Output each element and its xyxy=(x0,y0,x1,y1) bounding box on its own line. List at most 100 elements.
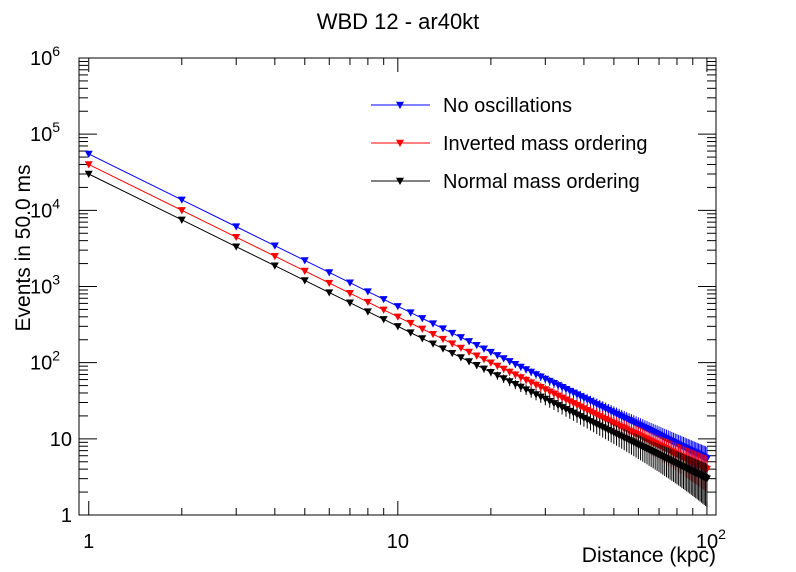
data-point xyxy=(232,233,241,242)
data-point xyxy=(406,329,415,337)
x-tick-label: 10 xyxy=(387,531,409,553)
legend-marker xyxy=(396,177,404,185)
data-point xyxy=(177,207,186,215)
data-point xyxy=(516,374,525,382)
y-tick-label: 105 xyxy=(30,119,60,146)
data-point xyxy=(472,352,481,360)
data-point xyxy=(232,243,241,251)
series-layer xyxy=(84,150,711,508)
data-point xyxy=(561,385,570,394)
data-point xyxy=(438,325,447,333)
y-tick-label: 10 xyxy=(50,429,72,451)
plot-border xyxy=(78,57,717,516)
plot-frame xyxy=(78,57,717,516)
data-point xyxy=(561,406,570,414)
data-point xyxy=(532,381,541,389)
data-point xyxy=(545,388,554,396)
data-point xyxy=(554,402,563,410)
series-2 xyxy=(84,170,711,508)
data-point xyxy=(363,298,372,307)
data-point xyxy=(532,391,541,399)
data-point xyxy=(393,313,402,321)
x-tick-label: 1 xyxy=(83,531,94,553)
data-point xyxy=(554,382,563,390)
data-point xyxy=(270,242,279,250)
data-point xyxy=(505,378,514,386)
data-point xyxy=(448,349,457,358)
data-point xyxy=(177,196,186,204)
data-point xyxy=(438,335,447,344)
data-point xyxy=(84,161,93,169)
data-point xyxy=(456,344,465,352)
y-tick-label: 102 xyxy=(30,348,60,375)
data-point xyxy=(300,267,309,275)
data-point xyxy=(532,371,541,379)
data-point xyxy=(549,380,558,388)
data-point xyxy=(270,252,279,261)
data-point xyxy=(516,383,525,391)
data-point xyxy=(429,330,438,339)
data-point xyxy=(448,340,457,348)
y-tick-label: 1 xyxy=(61,505,72,527)
data-point xyxy=(702,475,711,483)
data-point xyxy=(300,257,309,265)
data-point xyxy=(429,320,438,328)
data-point xyxy=(393,303,402,311)
data-point xyxy=(472,362,481,370)
data-point xyxy=(465,358,474,366)
data-point xyxy=(536,373,545,381)
data-point xyxy=(549,400,558,408)
data-point xyxy=(511,381,520,389)
data-point xyxy=(363,288,372,296)
data-point xyxy=(486,359,495,367)
data-point xyxy=(511,371,520,379)
data-point xyxy=(479,356,488,364)
legend-marker xyxy=(396,139,404,147)
data-point xyxy=(558,404,567,412)
data-point xyxy=(418,315,427,323)
data-point xyxy=(429,340,438,348)
data-point xyxy=(549,390,558,398)
y-axis-label: Events in 50.0 ms xyxy=(12,165,35,332)
data-point xyxy=(456,354,465,362)
chart-title: WBD 12 - ar40kt xyxy=(317,9,480,34)
data-point xyxy=(406,319,415,328)
legend-marker xyxy=(396,101,404,109)
data-point xyxy=(541,375,550,383)
legend-label: Inverted mass ordering xyxy=(443,133,648,155)
data-point xyxy=(345,299,354,307)
data-point xyxy=(345,279,354,287)
data-point xyxy=(536,393,545,401)
data-point xyxy=(516,363,525,371)
data-point xyxy=(511,360,520,369)
data-point xyxy=(472,341,481,350)
data-point xyxy=(527,379,536,387)
data-point xyxy=(558,394,567,402)
data-point xyxy=(505,368,514,376)
data-point xyxy=(565,387,574,396)
data-point xyxy=(406,309,415,317)
data-point xyxy=(325,279,334,288)
data-point xyxy=(465,348,474,356)
data-point xyxy=(554,392,563,400)
data-point xyxy=(84,170,93,178)
data-point xyxy=(545,397,554,406)
data-point xyxy=(541,386,550,394)
data-point xyxy=(565,398,574,406)
data-point xyxy=(479,345,488,353)
data-point xyxy=(527,368,536,376)
data-point xyxy=(448,329,457,338)
data-point xyxy=(479,365,488,373)
data-point xyxy=(493,352,502,360)
data-point xyxy=(300,277,309,285)
x-axis-label: Distance (kpc) xyxy=(582,544,716,567)
data-point xyxy=(522,386,531,394)
data-point xyxy=(325,269,334,277)
data-point xyxy=(393,323,402,331)
data-point xyxy=(379,306,388,314)
data-point xyxy=(456,334,465,342)
data-point xyxy=(270,262,279,270)
data-point xyxy=(499,365,508,373)
